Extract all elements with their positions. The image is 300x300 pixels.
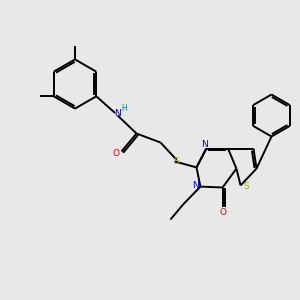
Text: S: S [243, 182, 249, 191]
Text: O: O [219, 208, 226, 217]
Text: N: N [192, 181, 199, 190]
Text: N: N [114, 109, 121, 118]
Text: S: S [174, 157, 180, 166]
Text: H: H [121, 104, 127, 113]
Text: N: N [201, 140, 207, 149]
Text: O: O [112, 148, 120, 158]
